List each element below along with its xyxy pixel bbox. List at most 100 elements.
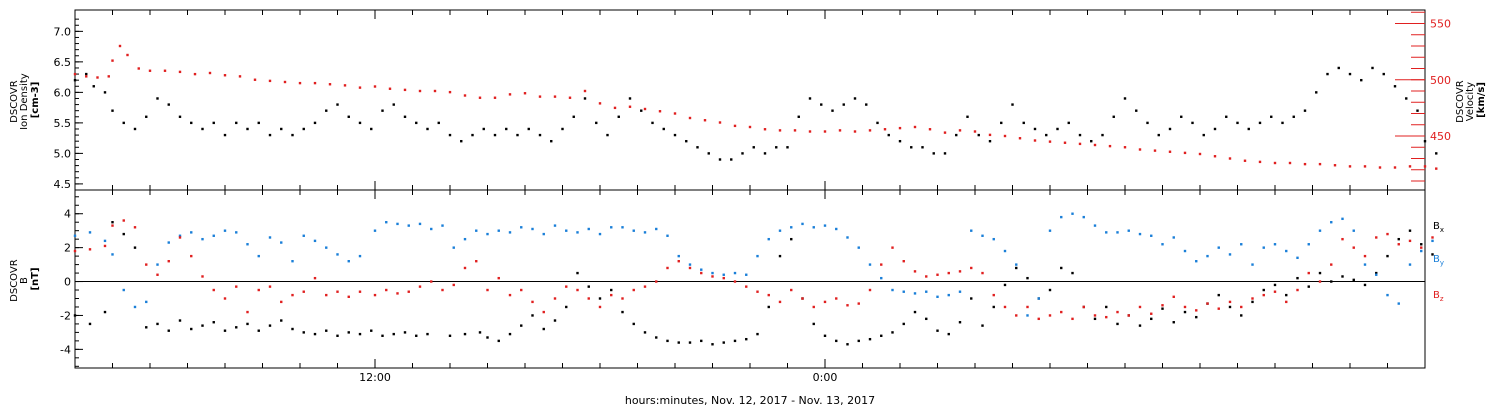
ticks-layer: 12:00 0:00 7.0 6.5 6.0 5.5 5.0 4.5 550 500 450 4 2 0 -… [54,10,1451,384]
bx-point [1397,237,1400,241]
bx-point [767,305,770,309]
bz-point [711,275,714,278]
bx-point [1071,271,1074,275]
velocity-point [1093,143,1097,147]
bz-point [598,305,602,309]
by-point [1105,231,1108,234]
by-point [1003,249,1007,253]
bx-point [1195,315,1198,319]
ion-density-point [415,121,418,125]
bx-point [122,232,125,236]
bz-point [925,275,928,278]
bz-point [756,290,759,293]
bz-point [958,270,962,273]
bx-point [133,246,137,249]
ion-density-point [460,139,463,143]
ion-density-point [1315,91,1318,94]
velocity-point [883,128,887,131]
by-point [396,222,399,226]
velocity-point [658,110,662,113]
velocity-point [1333,164,1337,167]
bx-point [463,332,467,336]
by-point [790,226,793,229]
ion-density-point [1112,115,1115,118]
by-point [178,234,182,237]
bz-point [1172,295,1175,298]
ion-density-point [673,133,677,137]
by-point [576,231,579,234]
ion-density-point [910,146,913,149]
ion-density-point [167,103,170,106]
bz-point [553,297,557,300]
bz-point [542,310,545,314]
x-axis-title: hours:minutes, Nov. 12, 2017 - Nov. 13, … [625,394,875,407]
top-left-y-tick-label: 6.5 [54,56,72,69]
velocity-point [763,128,767,131]
bz-point [145,263,148,266]
velocity-point [568,96,572,99]
bx-point [700,339,703,343]
by-point [531,227,534,231]
bx-point [925,317,928,321]
by-point [880,276,883,280]
by-point [981,234,984,237]
bz-point [812,305,815,309]
ion-density-point [1067,121,1070,125]
by-point [201,237,204,241]
velocity-point [1348,165,1352,168]
ion-density-point [853,97,857,100]
bz-point [1138,305,1142,309]
bz-point [1116,310,1119,314]
bx-point [448,334,452,337]
velocity-point [1363,165,1367,168]
bx-point [1015,266,1018,270]
ion-density-point [1022,121,1025,125]
bz-point [655,280,658,283]
bz-point [1408,239,1412,243]
bx-point [587,285,590,288]
bx-point [1003,283,1007,287]
velocity-point [1408,165,1412,168]
bx-point [73,314,77,317]
bz-point [1217,307,1220,310]
ion-density-point [1303,109,1307,112]
ion-density-point [302,127,305,131]
velocity-point [418,89,422,93]
ion-density-point [527,127,530,131]
velocity-point [1153,149,1157,152]
bz-point [1195,309,1198,312]
bz-point [122,219,125,222]
by-point [235,231,238,234]
by-point [268,236,272,239]
ion-density-point [797,115,800,118]
ion-density-point [1393,85,1397,88]
by-point [610,226,613,229]
bx-point [347,331,350,334]
velocity-point [298,81,302,85]
ion-density-point [370,127,373,131]
by-point [992,237,995,241]
ion-density-point [628,97,632,100]
bz-point [1105,315,1108,319]
ion-density-point [133,127,137,131]
ion-density-point [1423,139,1427,143]
bx-point [1150,317,1153,321]
ion-density-point [1090,139,1093,143]
bx-point [812,322,815,326]
ion-density-point [1281,121,1284,125]
by-point [325,246,328,249]
top-right-axis-title: DSCOVR Velocity [km/s] [1455,77,1487,123]
legend-by: By [1433,254,1444,267]
velocity-point [553,95,557,98]
bz-point [1060,310,1063,314]
ion-density-point [493,133,497,137]
by-point [1228,253,1232,256]
by-point [1093,224,1097,227]
velocity-point [538,95,542,98]
by-point [302,234,305,237]
bz-point [201,275,204,278]
ion-density-point [268,133,272,137]
by-point [812,226,815,229]
bz-point [610,293,613,297]
by-point [970,229,973,232]
